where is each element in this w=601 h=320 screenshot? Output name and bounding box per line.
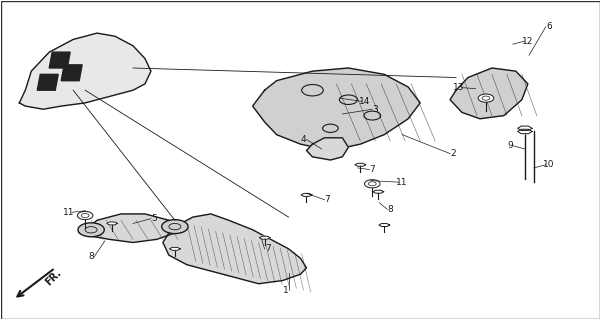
Text: 14: 14 — [359, 97, 370, 106]
Text: 12: 12 — [522, 36, 534, 45]
Polygon shape — [379, 224, 389, 227]
Polygon shape — [259, 236, 270, 239]
Polygon shape — [450, 68, 528, 119]
Polygon shape — [163, 214, 307, 284]
Circle shape — [365, 180, 380, 188]
Text: 5: 5 — [151, 214, 157, 223]
Text: 9: 9 — [507, 141, 513, 150]
Text: 7: 7 — [325, 195, 331, 204]
Polygon shape — [517, 129, 532, 134]
Polygon shape — [517, 126, 532, 131]
Text: 11: 11 — [63, 208, 75, 217]
Text: 11: 11 — [397, 178, 408, 187]
Polygon shape — [307, 138, 349, 160]
Polygon shape — [49, 52, 70, 68]
Polygon shape — [373, 190, 383, 193]
Polygon shape — [252, 68, 420, 150]
Circle shape — [162, 220, 188, 234]
Text: 8: 8 — [88, 252, 94, 261]
Text: 3: 3 — [373, 105, 378, 114]
Text: 2: 2 — [450, 149, 456, 158]
Text: 8: 8 — [388, 205, 393, 214]
Text: 13: 13 — [453, 83, 465, 92]
Text: 6: 6 — [546, 22, 552, 31]
Polygon shape — [79, 214, 181, 243]
Polygon shape — [37, 74, 58, 90]
Polygon shape — [301, 193, 312, 196]
Polygon shape — [61, 65, 82, 81]
Text: 7: 7 — [264, 244, 270, 253]
Text: 7: 7 — [370, 165, 375, 174]
Text: 1: 1 — [282, 285, 288, 295]
Circle shape — [78, 223, 105, 237]
Polygon shape — [355, 163, 365, 166]
Circle shape — [478, 94, 494, 102]
Polygon shape — [19, 33, 151, 109]
Text: FR.: FR. — [43, 268, 63, 287]
Text: 4: 4 — [300, 135, 307, 144]
Text: 10: 10 — [543, 160, 555, 169]
Polygon shape — [106, 222, 117, 225]
Polygon shape — [169, 247, 180, 250]
Circle shape — [78, 212, 93, 220]
